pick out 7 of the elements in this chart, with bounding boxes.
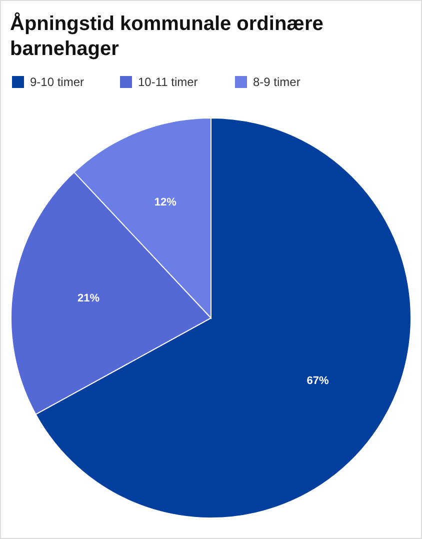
data-label: 67% [306,375,329,388]
legend-label: 8-9 timer [253,75,300,89]
chart-title: Åpningstid kommunale ordinære barnehager [10,12,324,60]
data-label: 12% [154,196,177,209]
legend-label: 9-10 timer [30,75,84,89]
data-label: 21% [78,292,100,305]
legend-label: 10-11 timer [138,75,198,89]
